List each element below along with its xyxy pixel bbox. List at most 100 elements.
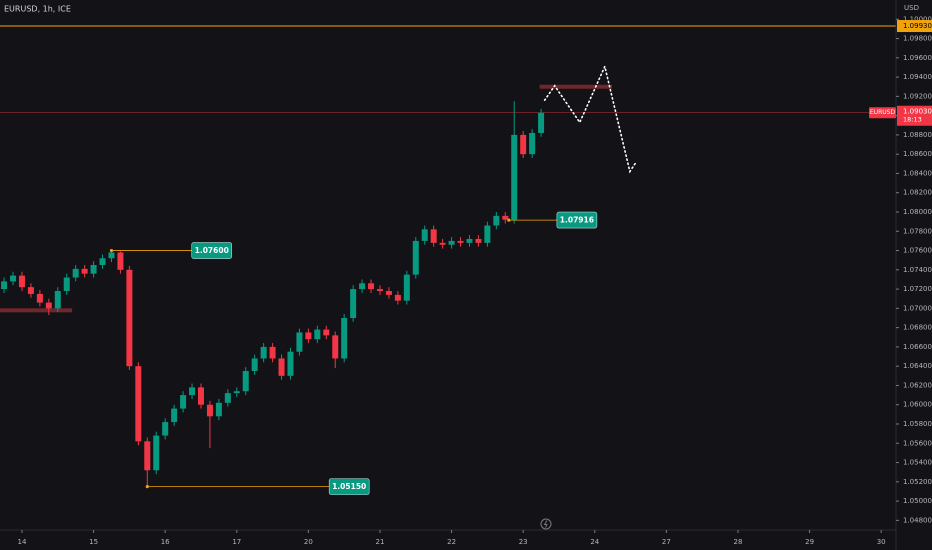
candle-body (215, 402, 222, 417)
y-tick-label: 1.04800 (903, 516, 932, 524)
candle-body (269, 346, 276, 359)
candle-body (10, 275, 17, 282)
candle-body (341, 318, 348, 359)
candle-body (108, 252, 115, 259)
annotation-label: 1.05150 (332, 482, 366, 491)
price-tag (897, 105, 932, 126)
y-tick-label: 1.05600 (903, 439, 932, 447)
y-tick-label: 1.06800 (903, 324, 932, 332)
candle-body (385, 291, 392, 295)
candle-body (260, 346, 267, 359)
candle-body (81, 268, 88, 274)
y-tick-label: 1.10000 (903, 15, 932, 23)
candle-body (296, 332, 303, 352)
candle-body (466, 238, 473, 243)
price-tag (897, 20, 932, 33)
y-tick-label: 1.05800 (903, 420, 932, 428)
candle-body (72, 268, 79, 278)
candle-body (430, 229, 437, 243)
candle-body (314, 329, 321, 340)
candle-body (180, 395, 187, 409)
x-tick-label: 23 (519, 538, 528, 546)
annotation-box (556, 211, 598, 229)
x-tick-label: 24 (590, 538, 599, 546)
x-tick-label: 17 (232, 538, 241, 546)
y-tick-label: 1.06400 (903, 362, 932, 370)
annotation-label: 1.07600 (195, 246, 229, 255)
y-tick-label: 1.09800 (903, 35, 932, 43)
annotation-point (145, 485, 149, 489)
y-axis-label: USD (904, 4, 919, 12)
x-tick-label: 30 (877, 538, 886, 546)
candle-body (242, 371, 249, 392)
countdown-label: 18:13 (903, 116, 922, 124)
candle-body (135, 366, 142, 442)
replay-icon[interactable] (540, 518, 552, 530)
candle-body (90, 265, 97, 274)
candle-body (403, 274, 410, 301)
candle-body (1, 281, 8, 290)
x-tick-label: 29 (805, 538, 814, 546)
candle-body (332, 335, 339, 359)
candle-body (27, 287, 34, 294)
y-tick-label: 1.07200 (903, 285, 932, 293)
candle-body (421, 229, 428, 241)
y-tick-label: 1.08000 (903, 208, 932, 216)
chart-title: EURUSD, 1h, ICE (4, 5, 71, 14)
candle-body (45, 302, 52, 309)
x-tick-label: 20 (304, 538, 313, 546)
candle-body (484, 225, 491, 243)
candle-body (457, 240, 464, 243)
y-tick-label: 1.07600 (903, 247, 932, 255)
symbol-tag (869, 107, 896, 119)
x-tick-label: 21 (376, 538, 385, 546)
candle-body (412, 240, 419, 275)
y-tick-label: 1.09200 (903, 92, 932, 100)
candle-body (251, 358, 258, 371)
candle-body (278, 358, 285, 376)
annotation-box (191, 242, 233, 259)
symbol-tag-label: EURUSD (870, 109, 896, 116)
y-tick-label: 1.07000 (903, 304, 932, 312)
x-tick-label: 16 (161, 538, 170, 546)
axes: 1.04800 1.05000 1.05200 1.05400 1.05600 1.058… (18, 15, 932, 546)
candle-body (359, 283, 366, 290)
candle-body (171, 408, 178, 423)
y-tick-label: 1.06000 (903, 401, 932, 409)
candle-body (117, 252, 124, 270)
candle-body (305, 332, 312, 340)
candle-body (36, 293, 43, 303)
candle-body (126, 269, 133, 367)
candle-body (99, 258, 106, 265)
candle-body (502, 215, 509, 220)
zone (0, 308, 73, 313)
candle-body (529, 132, 536, 155)
candle-body (206, 404, 213, 417)
candle-body (287, 351, 294, 376)
candle-body (511, 134, 518, 220)
y-tick-label: 1.05400 (903, 459, 932, 467)
y-tick-label: 1.08200 (903, 189, 932, 197)
candle-body (493, 215, 500, 226)
candle-body (376, 289, 383, 292)
x-tick-label: 27 (662, 538, 671, 546)
y-tick-label: 1.06200 (903, 381, 932, 389)
x-tick-label: 28 (734, 538, 743, 546)
annotation-point (507, 218, 511, 222)
annotation-box (328, 478, 370, 495)
y-tick-label: 1.06600 (903, 343, 932, 351)
candle-body (448, 240, 455, 245)
y-tick-label: 1.05000 (903, 497, 932, 505)
annotation-point (109, 248, 114, 253)
x-tick-label: 14 (18, 538, 27, 546)
y-tick-label: 1.08600 (903, 150, 932, 158)
candle-body (162, 422, 169, 436)
y-tick-label: 1.05200 (903, 478, 932, 486)
zone (539, 84, 612, 89)
candle-body (153, 435, 160, 471)
price-tag-label: 1.09030 (903, 108, 932, 116)
projection-path (543, 64, 638, 174)
